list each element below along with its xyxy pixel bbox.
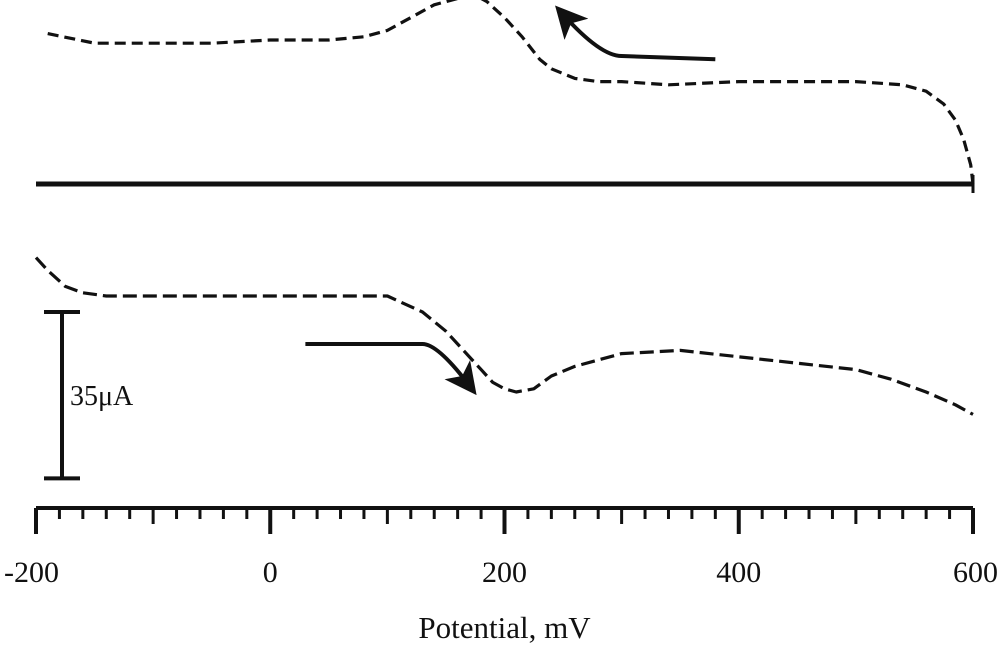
- x-axis: -200 0 200 400 600 Potential, mV: [4, 506, 998, 645]
- sweep-arrows: [305, 5, 716, 396]
- plot-area: [34, 0, 975, 416]
- current-scale-bar: 35μA: [44, 310, 134, 481]
- x-tick-label: -200: [4, 556, 59, 589]
- series-layer: [34, 0, 975, 416]
- oxidation-branch-line: [47, 0, 975, 185]
- x-tick-label: 200: [482, 556, 527, 589]
- x-tick-label: 0: [263, 556, 278, 589]
- reduction-branch-line: [34, 256, 974, 416]
- x-axis-tick-labels: -200 0 200 400 600: [4, 556, 998, 589]
- forward-sweep-arrow: [305, 342, 477, 396]
- x-axis-title: Potential, mV: [418, 610, 591, 645]
- x-axis-ticks: [34, 508, 975, 534]
- reverse-sweep-arrow: [555, 5, 716, 62]
- x-tick-label: 400: [716, 556, 761, 589]
- x-tick-label: 600: [953, 556, 998, 589]
- scale-bar-label: 35μA: [70, 381, 134, 412]
